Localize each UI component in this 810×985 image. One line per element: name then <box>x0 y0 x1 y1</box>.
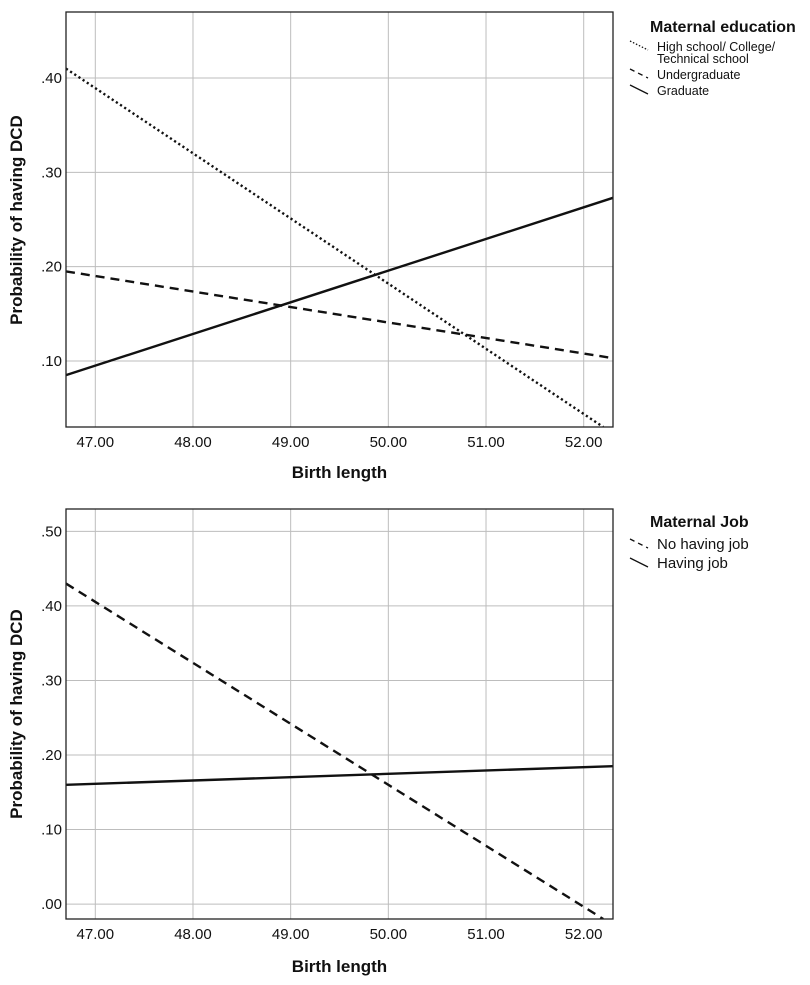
job-series-line-solid <box>66 764 613 787</box>
job-x-tick-label: 52.00 <box>565 926 603 943</box>
job-legend-label: Having job <box>657 555 728 572</box>
education-legend-swatch-solid <box>629 84 649 95</box>
education-y-tick-label: .40 <box>41 70 62 87</box>
job-y-tick-label: .00 <box>41 896 62 913</box>
education-x-tick-label: 51.00 <box>467 434 505 451</box>
education-legend-title: Maternal education <box>650 19 796 36</box>
education-legend-swatch-dotted <box>629 40 649 51</box>
education-series-line-dotted <box>66 67 604 427</box>
education-legend-label: Graduate <box>657 84 709 98</box>
job-y-tick-label: .20 <box>41 747 62 764</box>
maternal-job-chart: 47.00 48.00 49.00 50.00 51.00 52.00 .00 .10 .20.… <box>7 508 749 976</box>
education-x-axis-title: Birth length <box>292 463 387 482</box>
education-x-tick-label: 52.00 <box>565 434 603 451</box>
job-y-tick-label: .40 <box>41 598 62 615</box>
education-y-axis-title: Probability of having DCD <box>7 115 26 325</box>
job-x-tick-label: 49.00 <box>272 926 310 943</box>
education-legend-label: Undergraduate <box>657 68 740 82</box>
education-x-tick-label: 50.00 <box>370 434 408 451</box>
maternal-education-chart: 47.00 48.00 49.00 50.00 51.00 52.00 .10 .20 .30.… <box>7 11 796 482</box>
job-y-axis-title: Probability of having DCD <box>7 609 26 819</box>
education-x-tick-label: 47.00 <box>77 434 115 451</box>
job-y-tick-label: .50 <box>41 523 62 540</box>
job-x-tick-label: 48.00 <box>174 926 212 943</box>
job-series-line-dashed <box>66 582 604 919</box>
job-legend-label: No having job <box>657 536 749 553</box>
education-legend-label: Technical school <box>657 52 749 66</box>
job-x-tick-label: 51.00 <box>467 926 505 943</box>
job-y-tick-label: .10 <box>41 822 62 839</box>
job-x-tick-label: 47.00 <box>77 926 115 943</box>
education-legend-swatch-dashed <box>629 68 649 79</box>
education-y-tick-label: .30 <box>41 164 62 181</box>
job-plot-frame <box>65 508 614 920</box>
job-legend-swatch-dashed <box>629 538 649 549</box>
job-legend-title: Maternal Job <box>650 514 749 531</box>
education-x-tick-label: 49.00 <box>272 434 310 451</box>
job-y-tick-label: .30 <box>41 672 62 689</box>
education-x-tick-label: 48.00 <box>174 434 212 451</box>
education-series-line-dashed <box>66 270 613 360</box>
education-legend-label: High school/ College/ <box>657 40 776 54</box>
job-x-axis-title: Birth length <box>292 957 387 976</box>
job-legend-swatch-solid <box>629 557 649 568</box>
job-x-tick-label: 50.00 <box>370 926 408 943</box>
education-y-tick-label: .10 <box>41 353 62 370</box>
education-series-line-solid <box>66 196 613 377</box>
education-y-tick-label: .20 <box>41 259 62 276</box>
education-plot-frame <box>65 11 614 428</box>
